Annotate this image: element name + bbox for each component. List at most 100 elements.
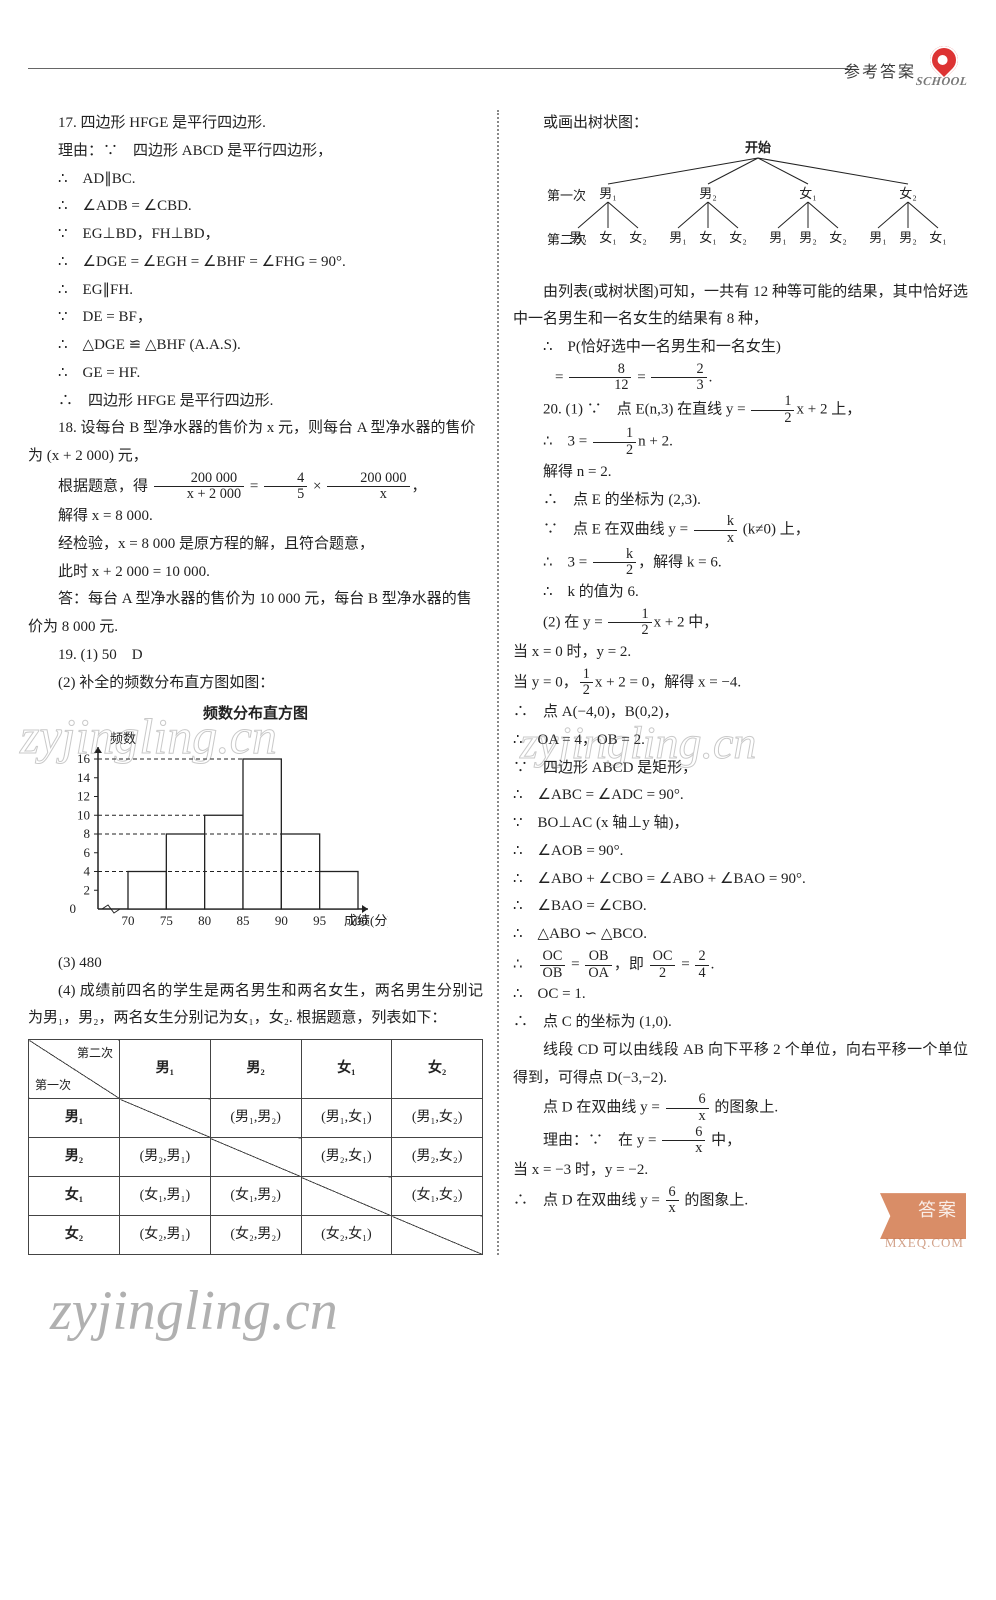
q20-2p: 线段 CD 可以由线段 AB 向下平移 2 个单位，向右平移一个单位得到，可得点… (513, 1037, 968, 1093)
q20-2j: ∴ ∠ABO + ∠CBO = ∠ABO + ∠BAO = 90°. (513, 866, 968, 894)
svg-text:男₂: 男₂ (569, 230, 587, 245)
corner-badge-text: 答案 (918, 1194, 958, 1227)
svg-text:第一次: 第一次 (547, 188, 586, 203)
q18-c: 解得 x = 8 000. (28, 503, 483, 531)
svg-text:男₁: 男₁ (669, 230, 687, 245)
q20-2g: ∴ ∠ABC = ∠ADC = 90°. (513, 782, 968, 810)
svg-text:男₁: 男₁ (869, 230, 887, 245)
columns: 17. 四边形 HFGE 是平行四边形. 理由：∵ 四边形 ABCD 是平行四边… (28, 110, 968, 1255)
q19-3: (3) 480 (28, 950, 483, 978)
left-column: 17. 四边形 HFGE 是平行四边形. 理由：∵ 四边形 ABCD 是平行四边… (28, 110, 497, 1255)
right-column: 或画出树状图： 开始第一次男₁男₂女₁女₂第二次男₂女₁女₂男₁女₁女₂男₁男₂… (499, 110, 968, 1255)
school-badge: SCHOOL (916, 44, 974, 92)
probability-table: 第二次第一次男₁男₂女₁女₂男₁(男₁,男₂)(男₁,女₁)(男₁,女₂)男₂(… (28, 1039, 483, 1255)
svg-text:6: 6 (84, 845, 91, 860)
q20-2n: ∴ OC = 1. (513, 981, 968, 1009)
svg-text:10: 10 (77, 807, 90, 822)
q17-l5: ∴ ∠DGE = ∠EGH = ∠BHF = ∠FHG = 90°. (28, 249, 483, 277)
q18-b: 根据题意，得 200 000x + 2 000 = 45 × 200 000x， (28, 471, 483, 503)
q20-2b: 当 x = 0 时，y = 2. (513, 639, 968, 667)
q17-l4: ∵ EG⊥BD，FH⊥BD， (28, 221, 483, 249)
q20-2q: 点 D 在双曲线 y = 6x 的图象上. (513, 1092, 968, 1124)
svg-text:12: 12 (77, 789, 90, 804)
svg-text:女₁: 女₁ (599, 230, 617, 245)
svg-text:女₂: 女₂ (899, 186, 917, 201)
histogram: 2468101214160频数707580859095100成绩(分) (28, 729, 388, 939)
svg-text:男₁: 男₁ (769, 230, 787, 245)
q17-l3: ∴ ∠ADB = ∠CBD. (28, 193, 483, 221)
svg-text:开始: 开始 (745, 140, 771, 155)
tree-expl1: 由列表(或树状图)可知，一共有 12 种等可能的结果，其中恰好选中一名男生和一名… (513, 279, 968, 335)
svg-text:频数: 频数 (110, 731, 136, 746)
q19-1: 19. (1) 50 D (28, 642, 483, 670)
frac-2: 45 (264, 471, 307, 503)
q20-2s: 当 x = −3 时，y = −2. (513, 1157, 968, 1185)
header-label: 参考答案 (844, 58, 916, 88)
page-header: 参考答案 SCHOOL (28, 40, 968, 100)
svg-text:2: 2 (84, 882, 91, 897)
svg-text:女₁: 女₁ (929, 230, 947, 245)
svg-text:75: 75 (160, 913, 173, 928)
q18-b-pre: 根据题意，得 (58, 478, 148, 494)
q20-2k: ∴ ∠BAO = ∠CBO. (513, 893, 968, 921)
svg-text:4: 4 (84, 864, 91, 879)
q20-1c: 解得 n = 2. (513, 459, 968, 487)
q20-1b: ∴ 3 = 12n + 2. (513, 426, 968, 458)
svg-text:女₁: 女₁ (799, 186, 817, 201)
badge-text: SCHOOL (915, 70, 969, 92)
svg-text:女₂: 女₂ (629, 230, 647, 245)
q20-1e: ∵ 点 E 在双曲线 y = kx (k≠0) 上， (513, 514, 968, 546)
q18-a: 18. 设每台 B 型净水器的售价为 x 元，则每台 A 型净水器的售价为 (x… (28, 415, 483, 471)
svg-text:男₁: 男₁ (599, 186, 617, 201)
prob-eq: = 812 = 23. (513, 362, 968, 394)
q17-title: 17. 四边形 HFGE 是平行四边形. (28, 110, 483, 138)
watermark-3: zyjingling.cn (50, 1260, 338, 1364)
q18-f: 答：每台 A 型净水器的售价为 10 000 元，每台 B 型净水器的售价为 8… (28, 586, 483, 642)
q20-1f: ∴ 3 = k2，解得 k = 6. (513, 547, 968, 579)
q20-2f: ∵ 四边形 ABCD 是矩形， (513, 755, 968, 783)
svg-text:16: 16 (77, 751, 91, 766)
q20-2e: ∴ OA = 4，OB = 2. (513, 727, 968, 755)
q20-2a: (2) 在 y = 12x + 2 中， (513, 607, 968, 639)
q20-2m: ∴ OCOB = OBOA，即 OC2 = 24. (513, 949, 968, 981)
q20-1a: 20. (1) ∵ 点 E(n,3) 在直线 y = 12x + 2 上， (513, 394, 968, 426)
q20-2r: 理由：∵ 在 y = 6x 中， (513, 1125, 968, 1157)
q20-2i: ∴ ∠AOB = 90°. (513, 838, 968, 866)
q20-2h: ∵ BO⊥AC (x 轴⊥y 轴)， (513, 810, 968, 838)
q20-2d: ∴ 点 A(−4,0)，B(0,2)， (513, 699, 968, 727)
svg-text:男₂: 男₂ (899, 230, 917, 245)
q17-l7: ∵ DE = BF， (28, 304, 483, 332)
frac-3: 200 000x (327, 471, 409, 503)
q17-l1: 理由：∵ 四边形 ABCD 是平行四边形， (28, 138, 483, 166)
svg-text:女₂: 女₂ (729, 230, 747, 245)
q17-l8: ∴ △DGE ≌ △BHF (A.A.S). (28, 332, 483, 360)
svg-text:14: 14 (77, 770, 91, 785)
q19-4: (4) 成绩前四名的学生是两名男生和两名女生，两名男生分别记为男₁，男₂，两名女… (28, 978, 483, 1034)
svg-text:70: 70 (122, 913, 135, 928)
svg-text:8: 8 (84, 826, 91, 841)
q17-l10: ∴ 四边形 HFGE 是平行四边形. (28, 388, 483, 416)
q17-l2: ∴ AD∥BC. (28, 166, 483, 194)
page: 参考答案 SCHOOL 17. 四边形 HFGE 是平行四边形. 理由：∵ 四边… (0, 0, 996, 1275)
tree-title: 或画出树状图： (513, 110, 968, 138)
svg-text:80: 80 (198, 913, 211, 928)
mxe-watermark: MXEQ.COM (885, 1231, 964, 1255)
q18-d: 经检验，x = 8 000 是原方程的解，且符合题意， (28, 531, 483, 559)
q20-2c: 当 y = 0，12x + 2 = 0，解得 x = −4. (513, 667, 968, 699)
q17-l6: ∴ EG∥FH. (28, 277, 483, 305)
q19-2: (2) 补全的频数分布直方图如图： (28, 670, 483, 698)
svg-text:女₂: 女₂ (829, 230, 847, 245)
frac-1: 200 000x + 2 000 (154, 471, 244, 503)
header-rule (28, 68, 848, 69)
svg-text:女₁: 女₁ (699, 230, 717, 245)
svg-text:成绩(分): 成绩(分) (344, 913, 388, 928)
q18-e: 此时 x + 2 000 = 10 000. (28, 559, 483, 587)
svg-text:95: 95 (313, 913, 326, 928)
svg-text:90: 90 (275, 913, 288, 928)
tree-diagram: 开始第一次男₁男₂女₁女₂第二次男₂女₁女₂男₁女₁女₂男₁男₂女₂男₁男₂女₁ (513, 138, 973, 268)
tree-expl2: ∴ P(恰好选中一名男生和一名女生) (513, 334, 968, 362)
q17-l9: ∴ GE = HF. (28, 360, 483, 388)
q20-1d: ∴ 点 E 的坐标为 (2,3). (513, 487, 968, 515)
svg-text:0: 0 (70, 901, 77, 916)
q20-2o: ∴ 点 C 的坐标为 (1,0). (513, 1009, 968, 1037)
